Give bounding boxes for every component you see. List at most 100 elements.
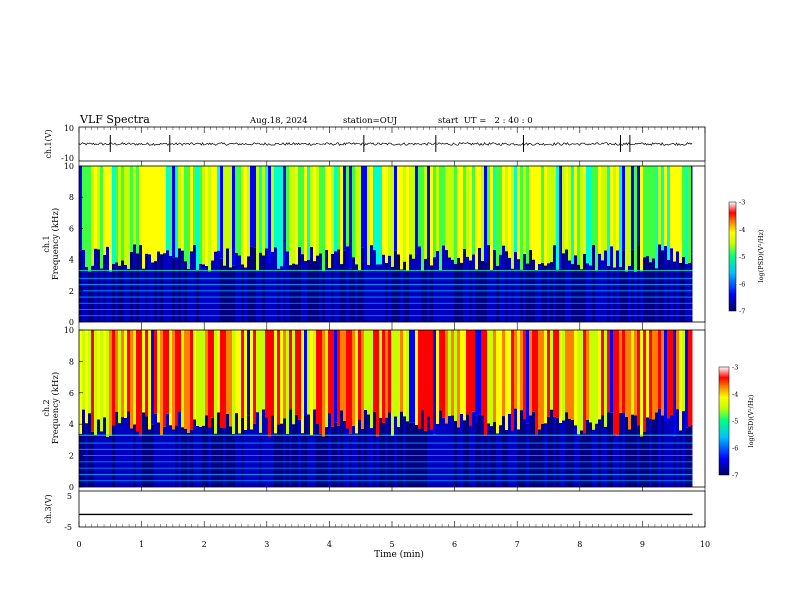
- x-tick-label: 7: [515, 540, 520, 549]
- spec-cell: [580, 430, 583, 487]
- spec-cell: [364, 330, 367, 411]
- spec-cell: [211, 260, 214, 322]
- spec-cell: [331, 166, 334, 254]
- spec-cell: [85, 423, 88, 487]
- spec-cell: [589, 265, 592, 322]
- spec-cell: [82, 409, 85, 487]
- spec-cell: [430, 330, 433, 430]
- spec-cell: [388, 330, 391, 413]
- spec-cell: [202, 166, 205, 265]
- spec-cell: [115, 262, 118, 322]
- spec-ytick-label: 0: [69, 483, 74, 492]
- spec-cell: [385, 263, 388, 322]
- ch3-ylabel: ch.3(V): [44, 494, 53, 523]
- spec-cell: [103, 166, 106, 255]
- spec-cell: [517, 429, 520, 487]
- spec-cell: [634, 330, 637, 416]
- spec-cell: [181, 427, 184, 487]
- spec-cell: [367, 414, 370, 487]
- spec-cell: [190, 251, 193, 322]
- spec-cell: [364, 166, 367, 271]
- spec-cell: [106, 330, 109, 437]
- spec-cell: [427, 166, 430, 257]
- spec-cell: [469, 260, 472, 322]
- spec-cell: [328, 330, 331, 414]
- spec-cell: [301, 330, 304, 434]
- spec-cell: [286, 166, 289, 252]
- spec-cell: [316, 330, 319, 424]
- spec-cell: [643, 330, 646, 432]
- spec-cell: [286, 251, 289, 322]
- spec-cell: [427, 330, 430, 417]
- spec-cell: [121, 330, 124, 418]
- ch1-ytick-top: 10: [64, 124, 74, 133]
- spec-cell: [511, 330, 514, 431]
- spec-cell: [358, 166, 361, 270]
- spec-cell: [304, 330, 307, 416]
- spec-cell: [646, 330, 649, 418]
- spec-cell: [82, 330, 85, 410]
- spec-cell: [184, 261, 187, 322]
- x-tick-label: 2: [202, 540, 207, 549]
- spec-cell: [307, 166, 310, 260]
- spec-cell: [112, 263, 115, 322]
- spec-cell: [508, 257, 511, 322]
- spec-cell: [109, 435, 112, 487]
- spec-cell: [325, 249, 328, 322]
- spec-cell: [454, 420, 457, 487]
- spec-cell: [607, 330, 610, 413]
- ch2-spec-label: ch.2: [42, 399, 51, 416]
- spec-cell: [325, 427, 328, 487]
- spec-cell: [409, 330, 412, 423]
- spec-cell: [148, 166, 151, 255]
- spec-cell: [94, 330, 97, 436]
- spec-cell: [319, 330, 322, 434]
- spec-cell: [475, 269, 478, 322]
- spec-cell: [217, 330, 220, 413]
- spec-cell: [442, 417, 445, 487]
- spec-cell: [658, 166, 661, 245]
- spec-cell: [232, 433, 235, 487]
- spec-cell: [529, 330, 532, 416]
- spec-cell: [259, 330, 262, 433]
- spec-cell: [220, 330, 223, 428]
- spec-cell: [610, 166, 613, 247]
- spec-cell: [652, 330, 655, 420]
- spec-cell: [301, 166, 304, 255]
- spec-cell: [550, 166, 553, 263]
- spec-cell: [181, 330, 184, 428]
- spec-cell: [406, 271, 409, 322]
- spec-cell: [583, 166, 586, 254]
- spec-cell: [358, 419, 361, 487]
- spec-cell: [112, 330, 115, 426]
- spec-cell: [331, 330, 334, 427]
- spec-cell: [508, 166, 511, 258]
- spec-cell: [121, 166, 124, 261]
- spec-cell: [235, 413, 238, 487]
- spec-cell: [145, 330, 148, 417]
- spec-cell: [136, 166, 139, 254]
- spec-cell: [553, 166, 556, 246]
- spec-cell: [457, 330, 460, 428]
- spec-cell: [328, 166, 331, 268]
- spec-cell: [310, 166, 313, 247]
- spec-cell: [322, 330, 325, 437]
- spec-cell: [262, 166, 265, 256]
- spec-cell: [316, 255, 319, 322]
- spec-cell: [250, 330, 253, 430]
- spec-cell: [583, 330, 586, 434]
- spec-cell: [625, 416, 628, 487]
- spec-cell: [484, 166, 487, 262]
- spec-cell: [274, 433, 277, 487]
- spec-cell: [613, 267, 616, 322]
- spec-cell: [640, 271, 643, 322]
- spec-cell: [613, 434, 616, 487]
- spec-cell: [238, 433, 241, 487]
- spec-cell: [235, 166, 238, 253]
- spec-cell: [541, 262, 544, 322]
- spec-cell: [556, 330, 559, 419]
- spec-cell: [619, 330, 622, 413]
- spec-cell: [445, 330, 448, 424]
- spec-cell: [541, 166, 544, 263]
- spec-cell: [466, 256, 469, 322]
